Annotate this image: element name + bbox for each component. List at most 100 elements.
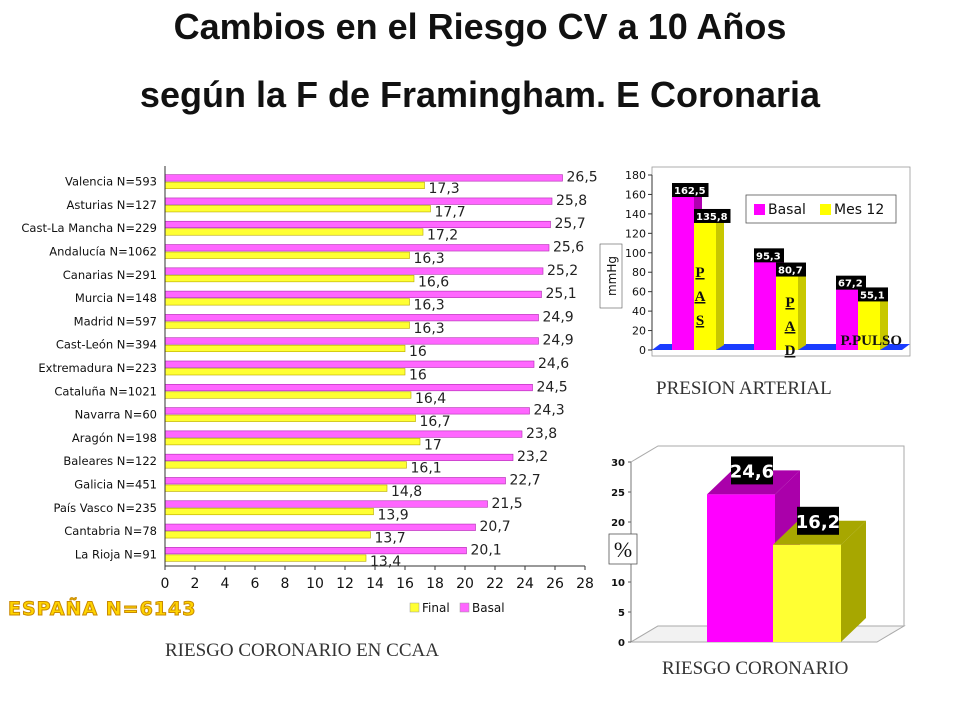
y-tick-label: 40 [632, 305, 646, 318]
data-label-final: 17,3 [429, 181, 460, 197]
blood-pressure-chart: 0 20 40 60 80 100 120 140 160 180 162,5 135,8 95,3 80… [599, 166, 911, 359]
bar-basal [836, 284, 858, 350]
data-label-basal: 21,5 [492, 496, 523, 512]
category-label: Cataluña N=1021 [54, 384, 157, 398]
bar-basal [672, 192, 694, 350]
data-label-box [858, 287, 888, 302]
x-tick-label: 2 [191, 576, 200, 592]
category-label: Murcia N=148 [75, 291, 157, 305]
data-label: 67,2 [838, 279, 863, 290]
category-label: La Rioja N=91 [75, 547, 157, 561]
bar-basal [164, 360, 535, 368]
data-label-box [694, 208, 731, 223]
data-label-basal: 24,9 [543, 333, 574, 349]
bar-final [164, 531, 371, 539]
y-tick-label: 10 [611, 578, 625, 589]
data-label: 135,8 [696, 212, 728, 223]
bar-basal [164, 314, 539, 322]
data-label-basal: 24,3 [534, 403, 565, 419]
bar-basal [164, 407, 530, 415]
bar-final [164, 181, 425, 189]
data-label-final: 16,7 [420, 414, 451, 430]
bar-final [164, 484, 388, 492]
category-label: P.PULSO [840, 333, 902, 349]
legend-label-basal: Basal [768, 202, 806, 218]
data-label-basal: 26,5 [567, 170, 598, 186]
bar-basal [164, 174, 563, 182]
data-label-basal: 25,7 [555, 216, 586, 232]
category-letter: D [785, 343, 796, 359]
data-label-final: 13,9 [378, 507, 409, 523]
y-axis-label: mmHg [605, 256, 619, 296]
legend-swatch-mes12 [820, 204, 831, 215]
bar-basal [707, 494, 775, 642]
bar-final [164, 298, 410, 306]
bar-side [841, 520, 866, 642]
data-label: 95,3 [756, 251, 781, 262]
data-label-basal: 23,2 [517, 449, 548, 465]
data-label-box [672, 183, 709, 198]
x-tick-label: 6 [251, 576, 260, 592]
x-tick-label: 14 [366, 576, 384, 592]
data-label-final: 17,2 [427, 228, 458, 244]
bar-final [164, 228, 424, 236]
legend-label-basal: Basal [472, 601, 505, 615]
bar-side [880, 291, 888, 350]
legend-swatch-final [409, 602, 420, 613]
category-label: Asturias N=127 [67, 198, 157, 212]
y-tick-label: 0 [618, 638, 625, 649]
category-label: País Vasco N=235 [53, 501, 157, 515]
bar-basal [164, 500, 488, 508]
ylabel-box [608, 533, 638, 565]
bar-final [164, 321, 410, 329]
data-label-basal: 20,1 [471, 542, 502, 558]
y-tick-label: 80 [632, 266, 646, 279]
x-tick-label: 8 [281, 576, 290, 592]
category-letter: S [696, 313, 704, 329]
bar-mes12 [694, 217, 716, 350]
bar-basal [164, 197, 553, 205]
data-label-box [754, 248, 784, 263]
y-axis-label: % [614, 537, 632, 562]
y-tick-label: 140 [625, 208, 646, 221]
legend-label-final: Final [422, 601, 450, 615]
data-label-box [797, 506, 839, 535]
category-letter: P [785, 295, 794, 311]
bar-side [716, 212, 724, 350]
bar-basal [164, 383, 533, 392]
bar-basal [164, 453, 514, 461]
data-label: 162,5 [674, 186, 706, 197]
bar-final [164, 251, 410, 259]
bar-basal [164, 337, 539, 345]
category-label: Madrid N=597 [74, 314, 157, 328]
ccaa-chart-caption: RIESGO CORONARIO EN CCAA [165, 640, 439, 661]
category-label: Cast-León N=394 [56, 338, 157, 352]
category-label: Andalucía N=1062 [49, 245, 157, 259]
x-tick-label: 18 [426, 576, 444, 592]
category-label: Aragón N=198 [72, 431, 157, 445]
data-label-basal: 25,8 [556, 193, 587, 209]
ylabel-box [599, 243, 623, 309]
data-label-basal: 25,2 [547, 263, 578, 279]
x-tick-label: 10 [306, 576, 324, 592]
y-tick-label: 160 [625, 188, 646, 201]
y-tick-label: 100 [625, 247, 646, 260]
bar-final [164, 554, 367, 562]
category-label: Valencia N=593 [65, 175, 157, 189]
category-label: Canarias N=291 [63, 268, 157, 282]
x-tick-label: 22 [486, 576, 504, 592]
legend-swatch-basal [754, 204, 765, 215]
spain-total-label: ESPAÑA N=6143 [7, 598, 197, 621]
y-tick-label: 180 [625, 169, 646, 182]
legend-label-mes12: Mes 12 [834, 202, 884, 218]
rc-chart-caption: RIESGO CORONARIO [662, 658, 849, 679]
data-label-final: 13,7 [375, 531, 406, 547]
bar-final [164, 344, 406, 353]
bar-final [164, 275, 415, 283]
bar-basal [164, 547, 467, 555]
title-line-2: según la F de Framingham. E Coronaria [139, 74, 821, 115]
x-tick-label: 16 [396, 576, 414, 592]
y-tick-label: 60 [632, 286, 646, 299]
bar-final [164, 438, 421, 446]
bar-basal [164, 244, 550, 252]
